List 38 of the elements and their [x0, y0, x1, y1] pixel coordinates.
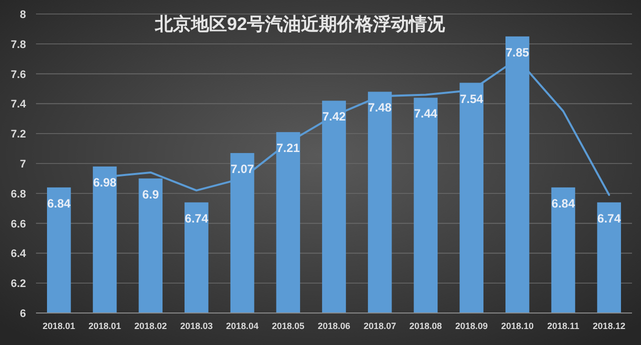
y-tick-label: 8	[20, 9, 26, 21]
x-tick-label: 2018.03	[180, 321, 213, 331]
data-label: 6.74	[184, 211, 208, 226]
data-label: 7.48	[368, 100, 392, 115]
y-tick-label: 6.2	[10, 278, 26, 290]
x-tick-label: 2018.01	[88, 321, 122, 331]
y-tick-label: 7	[20, 158, 26, 170]
y-tick-label: 6.6	[10, 218, 26, 230]
y-tick-label: 6.8	[10, 188, 26, 200]
x-tick-label: 2018.06	[318, 321, 350, 331]
x-tick-label: 2018.05	[272, 321, 304, 331]
x-tick-label: 2018.07	[364, 321, 396, 331]
data-label: 7.54	[460, 92, 484, 106]
data-label: 6.84	[552, 196, 576, 210]
y-tick-label: 6.4	[10, 248, 27, 260]
x-tick-label: 2018.09	[455, 321, 488, 331]
y-tick-label: 7.2	[10, 128, 26, 141]
x-tick-label: 2018.11	[547, 321, 580, 331]
x-tick-label: 2018.01	[42, 321, 76, 331]
y-tick-label: 7.6	[10, 68, 26, 81]
x-tick-label: 2018.10	[501, 321, 534, 331]
data-label: 7.07	[230, 162, 254, 176]
data-label: 7.21	[276, 141, 300, 156]
x-tick-label: 2018.02	[134, 321, 167, 331]
x-tick-label: 2018.12	[592, 321, 626, 331]
y-tick-label: 6	[20, 308, 26, 320]
x-tick-label: 2018.04	[226, 321, 259, 331]
y-tick-label: 7.4	[10, 98, 27, 111]
y-tick-label: 7.8	[10, 38, 26, 51]
data-label: 6.98	[93, 175, 117, 190]
data-label: 6.9	[142, 187, 160, 202]
data-label: 7.85	[506, 45, 530, 60]
x-tick-label: 2018.08	[409, 321, 442, 331]
data-label: 7.42	[322, 110, 346, 124]
data-label: 6.74	[597, 211, 622, 226]
data-label: 6.84	[47, 196, 71, 210]
chart-title: 北京地区92号汽油近期价格浮动情况	[154, 14, 446, 34]
data-label: 7.44	[414, 106, 438, 121]
